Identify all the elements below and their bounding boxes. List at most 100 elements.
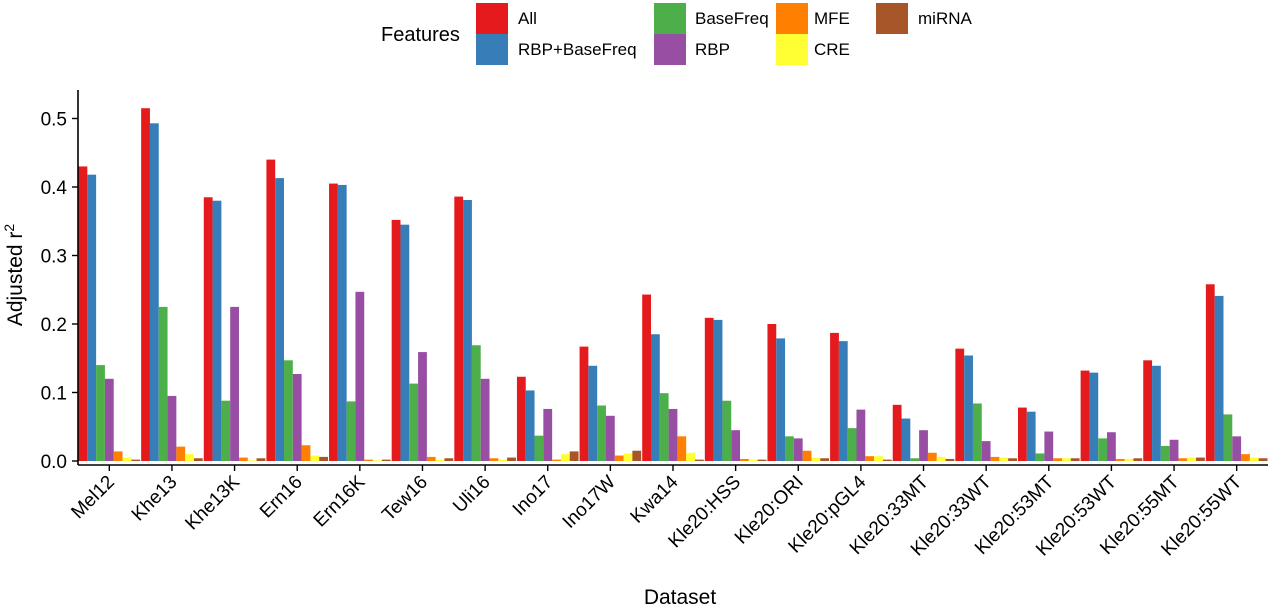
bar-rbp-kle20-53mt bbox=[1044, 431, 1054, 461]
x-tick-label: Tew16 bbox=[378, 472, 432, 526]
legend-label-basefreq: BaseFreq bbox=[695, 9, 769, 28]
bar-rbp-basefreq-ino17w bbox=[588, 365, 598, 461]
x-tick-label: Mel12 bbox=[67, 472, 118, 523]
bar-mfe-ern16k bbox=[364, 459, 374, 461]
bar-mirna-ern16 bbox=[319, 456, 329, 461]
x-tick-label: Khe13 bbox=[128, 472, 182, 526]
bar-basefreq-ino17w bbox=[597, 405, 606, 461]
bar-mirna-kle20-33wt bbox=[1008, 458, 1017, 461]
bar-rbp-basefreq-ern16 bbox=[275, 178, 285, 461]
bar-mirna-mel12 bbox=[131, 459, 141, 461]
bar-mirna-kle20-53wt bbox=[1133, 458, 1143, 461]
bar-rbp-tew16 bbox=[418, 352, 427, 461]
bar-basefreq-kle20-55mt bbox=[1160, 445, 1170, 461]
bar-cre-kle20-pgl4 bbox=[874, 456, 883, 461]
y-ticks: 0.0 0.1 0.2 0.3 0.4 0.5 bbox=[41, 110, 78, 473]
legend-label-rbp: RBP bbox=[695, 40, 730, 59]
bar-mfe-kle20-53wt bbox=[1115, 458, 1125, 461]
bar-rbp-basefreq-kle20-53mt bbox=[1026, 411, 1036, 461]
y-tick-label: 0.2 bbox=[41, 315, 67, 336]
bar-rbp-kle20-53wt bbox=[1107, 432, 1116, 461]
x-tick-label: Ern16 bbox=[256, 472, 307, 523]
bar-rbp-kle20-pgl4 bbox=[856, 409, 866, 462]
bar-mirna-kle20-53mt bbox=[1070, 458, 1080, 461]
bar-rbp-basefreq-kle20-pgl4 bbox=[838, 341, 848, 462]
bar-basefreq-kle20-hss bbox=[722, 400, 732, 461]
bar-mfe-kle20-53mt bbox=[1053, 458, 1062, 461]
bar-cre-kle20-53wt bbox=[1124, 458, 1134, 461]
bar-mirna-ino17 bbox=[569, 451, 579, 461]
bar-cre-kle20-33mt bbox=[936, 456, 946, 461]
bar-mirna-tew16 bbox=[444, 458, 454, 461]
bar-basefreq-ern16k bbox=[346, 401, 356, 461]
y-tick-label: 0.1 bbox=[41, 384, 67, 405]
bar-basefreq-mel12 bbox=[96, 365, 105, 461]
bar-mfe-kle20-ori bbox=[802, 450, 812, 461]
bar-all-mel12 bbox=[78, 166, 88, 461]
bar-cre-kle20-ori bbox=[811, 457, 821, 461]
bar-mfe-tew16 bbox=[426, 456, 436, 461]
bar-all-ino17w bbox=[579, 346, 589, 461]
bar-all-ern16k bbox=[329, 183, 338, 461]
bar-rbp-kle20-55mt bbox=[1169, 439, 1179, 461]
bar-all-khe13 bbox=[141, 108, 150, 461]
bar-all-uli16 bbox=[454, 196, 464, 461]
y-tick-label: 0.0 bbox=[41, 452, 67, 473]
legend-label-all: All bbox=[518, 9, 537, 28]
legend-label-mfe: MFE bbox=[814, 9, 850, 28]
bar-mfe-ino17 bbox=[552, 459, 561, 461]
bar-rbp-basefreq-kle20-53wt bbox=[1089, 372, 1099, 461]
bar-cre-kle20-55wt bbox=[1249, 457, 1259, 461]
bar-rbp-basefreq-kle20-55wt bbox=[1214, 295, 1224, 461]
legend-label-mirna: miRNA bbox=[918, 9, 972, 28]
bar-cre-mel12 bbox=[122, 457, 132, 461]
bar-all-khe13k bbox=[203, 197, 213, 461]
y-tick-label: 0.4 bbox=[41, 178, 68, 199]
bar-basefreq-kle20-pgl4 bbox=[847, 428, 857, 461]
bar-rbp-basefreq-uli16 bbox=[463, 200, 472, 461]
bar-mirna-khe13k bbox=[256, 458, 266, 461]
bar-basefreq-kle20-33mt bbox=[910, 458, 920, 461]
bar-basefreq-kle20-ori bbox=[785, 436, 794, 461]
bar-mirna-kle20-55mt bbox=[1196, 457, 1205, 461]
bar-rbp-basefreq-khe13 bbox=[149, 123, 159, 462]
x-tick-label: Uli16 bbox=[449, 472, 494, 517]
legend: Features All RBP+BaseFreq BaseFreq RBP MFE CR… bbox=[381, 3, 972, 65]
bar-mirna-kle20-55wt bbox=[1258, 458, 1268, 461]
bar-cre-kle20-33wt bbox=[999, 457, 1009, 461]
bar-mirna-ern16k bbox=[381, 459, 391, 461]
bar-cre-kle20-hss bbox=[748, 459, 758, 461]
bar-basefreq-kwa14 bbox=[659, 393, 669, 461]
bar-all-kle20-ori bbox=[767, 324, 777, 461]
bar-all-kle20-53mt bbox=[1017, 407, 1027, 461]
legend-swatch-mfe bbox=[776, 3, 808, 34]
bar-all-ern16 bbox=[266, 159, 276, 461]
bar-rbp-kle20-33wt bbox=[981, 441, 991, 461]
bars bbox=[78, 108, 1268, 462]
bar-basefreq-ino17 bbox=[534, 435, 544, 461]
x-tick-label: Kwa14 bbox=[627, 471, 683, 527]
x-tick-label: Ern16K bbox=[310, 471, 370, 531]
bar-all-ino17 bbox=[516, 376, 526, 461]
bar-rbp-ino17w bbox=[605, 415, 615, 461]
legend-swatch-all bbox=[476, 3, 508, 34]
bar-all-kle20-55mt bbox=[1143, 360, 1153, 461]
bar-rbp-basefreq-kle20-ori bbox=[776, 338, 786, 461]
bar-cre-uli16 bbox=[498, 459, 508, 461]
bar-cre-ern16 bbox=[310, 455, 320, 461]
bar-basefreq-tew16 bbox=[409, 383, 419, 461]
bar-mfe-khe13k bbox=[238, 457, 248, 461]
bar-all-kle20-33wt bbox=[955, 348, 965, 461]
bar-mfe-kle20-33wt bbox=[990, 456, 1000, 461]
bar-mfe-kle20-pgl4 bbox=[865, 456, 875, 461]
bar-basefreq-khe13 bbox=[158, 306, 168, 462]
legend-swatch-cre bbox=[776, 34, 808, 65]
bar-all-kle20-55wt bbox=[1205, 284, 1215, 461]
bar-rbp-uli16 bbox=[480, 378, 490, 461]
x-tick-label: Ino17 bbox=[509, 472, 557, 520]
x-axis-title: Dataset bbox=[644, 586, 717, 609]
bar-basefreq-khe13k bbox=[221, 400, 231, 461]
bar-rbp-basefreq-kle20-hss bbox=[713, 319, 723, 461]
legend-swatch-mirna bbox=[876, 3, 908, 34]
